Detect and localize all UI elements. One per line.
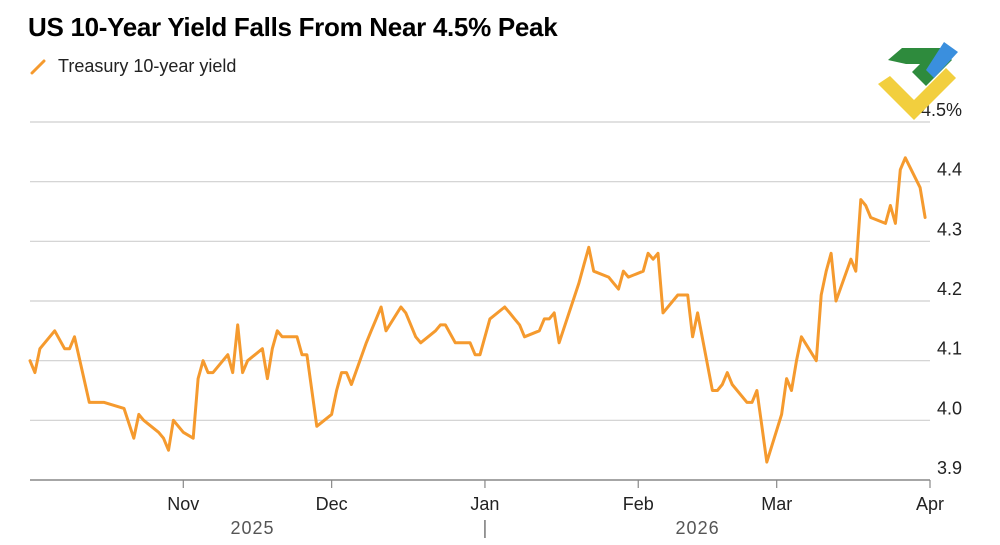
y-tick-label: 4.3	[937, 219, 962, 239]
chart-title: US 10-Year Yield Falls From Near 4.5% Pe…	[28, 12, 558, 42]
y-tick-label: 4.2	[937, 279, 962, 299]
y-tick-label: 3.9	[937, 458, 962, 478]
y-tick-label: 4.5%	[921, 100, 962, 120]
x-tick-label: Feb	[623, 494, 654, 514]
x-tick-label: Apr	[916, 494, 944, 514]
brand-logo-icon	[878, 42, 958, 120]
legend-label: Treasury 10-year yield	[58, 56, 237, 76]
y-tick-label: 4.0	[937, 398, 962, 418]
series-line	[28, 156, 927, 464]
y-tick-label: 4.4	[937, 160, 962, 180]
legend: Treasury 10-year yield	[30, 56, 236, 77]
year-label: 2026	[676, 518, 720, 538]
x-tick-label: Mar	[761, 494, 792, 514]
legend-swatch-icon	[30, 59, 46, 74]
y-tick-label: 4.1	[937, 339, 962, 359]
year-label: 2025	[231, 518, 275, 538]
x-tick-label: Jan	[470, 494, 499, 514]
x-tick-label: Dec	[316, 494, 348, 514]
x-tick-label: Nov	[167, 494, 199, 514]
